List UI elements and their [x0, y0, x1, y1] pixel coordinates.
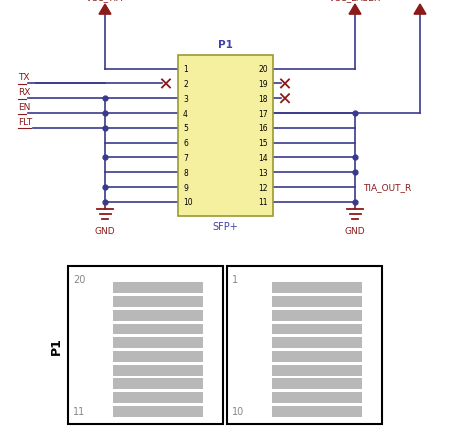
Text: RX: RX — [18, 88, 31, 97]
Bar — [227, 266, 382, 424]
Text: 13: 13 — [258, 168, 268, 178]
Text: 16: 16 — [258, 124, 268, 133]
Text: 18: 18 — [258, 95, 268, 103]
Polygon shape — [99, 5, 111, 15]
Polygon shape — [349, 5, 361, 15]
Text: 11: 11 — [73, 406, 85, 416]
Bar — [113, 296, 203, 307]
Text: TIA_OUT_R: TIA_OUT_R — [363, 183, 411, 192]
Text: EN: EN — [18, 103, 31, 112]
Text: VCC_LASER: VCC_LASER — [329, 0, 381, 2]
Text: 20: 20 — [258, 65, 268, 74]
Text: 12: 12 — [258, 183, 268, 192]
Text: SFP+: SFP+ — [212, 221, 238, 231]
Bar — [113, 338, 203, 349]
Text: 20: 20 — [73, 274, 86, 284]
Bar — [113, 310, 203, 321]
Text: GND: GND — [345, 227, 365, 236]
Bar — [272, 310, 362, 321]
Bar — [272, 365, 362, 376]
Bar — [272, 283, 362, 293]
Text: 5: 5 — [183, 124, 188, 133]
Bar — [113, 283, 203, 293]
Text: 3V3: 3V3 — [411, 0, 429, 2]
Bar — [113, 378, 203, 389]
Text: 19: 19 — [258, 80, 268, 89]
Text: 9: 9 — [183, 183, 188, 192]
Text: 7: 7 — [183, 154, 188, 163]
Polygon shape — [414, 5, 426, 15]
Bar — [113, 365, 203, 376]
Bar — [68, 266, 223, 424]
Bar — [272, 338, 362, 349]
Text: 10: 10 — [183, 198, 193, 207]
Text: 1: 1 — [183, 65, 188, 74]
Text: 10: 10 — [232, 406, 244, 416]
Text: 14: 14 — [258, 154, 268, 163]
Text: 1: 1 — [232, 274, 238, 284]
Text: FLT: FLT — [18, 118, 32, 127]
Bar — [113, 406, 203, 417]
Text: 2: 2 — [183, 80, 188, 89]
Text: TX: TX — [18, 73, 30, 82]
Bar — [113, 392, 203, 403]
Text: 11: 11 — [258, 198, 268, 207]
Text: 8: 8 — [183, 168, 188, 178]
Text: 17: 17 — [258, 109, 268, 118]
Bar — [272, 351, 362, 362]
Text: P1: P1 — [50, 336, 63, 354]
Bar — [272, 406, 362, 417]
Text: 15: 15 — [258, 139, 268, 148]
Bar — [113, 324, 203, 335]
Bar — [272, 324, 362, 335]
Bar — [272, 296, 362, 307]
Text: 4: 4 — [183, 109, 188, 118]
Text: 3: 3 — [183, 95, 188, 103]
Text: P1: P1 — [218, 40, 233, 50]
Bar — [178, 56, 273, 217]
Text: 6: 6 — [183, 139, 188, 148]
Text: GND: GND — [94, 227, 115, 236]
Bar — [113, 351, 203, 362]
Bar — [272, 392, 362, 403]
Text: VCC_TIA: VCC_TIA — [86, 0, 124, 2]
Bar — [272, 378, 362, 389]
